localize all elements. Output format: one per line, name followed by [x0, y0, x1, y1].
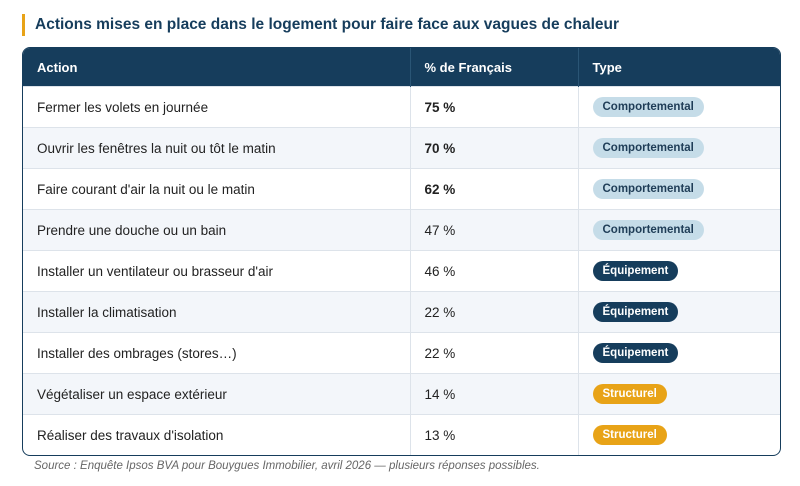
percent-cell: 70 %: [409, 127, 578, 169]
action-cell: Végétaliser un espace extérieur: [23, 373, 410, 415]
type-cell: Équipement: [577, 291, 780, 333]
percent-cell: 22 %: [409, 291, 578, 333]
type-badge: Comportemental: [592, 179, 704, 199]
title: Actions mises en place dans le logement …: [22, 14, 619, 36]
type-badge: Structurel: [592, 384, 667, 404]
type-cell: Comportemental: [577, 209, 780, 251]
action-cell: Fermer les volets en journée: [23, 86, 410, 128]
percent-cell: 13 %: [409, 414, 578, 455]
table-row: Installer des ombrages (stores…) 22 % Équi…: [23, 332, 780, 374]
action-cell: Installer un ventilateur ou brasseur d'a…: [23, 250, 410, 292]
type-badge: Comportemental: [592, 138, 704, 158]
action-cell: Installer des ombrages (stores…): [23, 332, 410, 374]
table-row: Réaliser des travaux d'isolation 13 % Stru…: [23, 414, 780, 455]
table: Action% de Français Type Fermer les volet…: [23, 48, 780, 455]
table-header: Action% de Français Type: [23, 48, 780, 87]
table-row: Fermer les volets en journée 75 % Comporte…: [23, 86, 780, 128]
column-header: Action: [23, 48, 410, 87]
table-row: Végétaliser un espace extérieur 14 % Struc…: [23, 373, 780, 415]
action-cell: Installer la climatisation: [23, 291, 410, 333]
percent-cell: 62 %: [409, 168, 578, 210]
type-cell: Comportemental: [577, 86, 780, 128]
type-badge: Équipement: [592, 302, 679, 322]
type-cell: Comportemental: [577, 168, 780, 210]
action-cell: Ouvrir les fenêtres la nuit ou tôt le ma…: [23, 127, 410, 169]
table-container: Action% de Français Type Fermer les volet…: [22, 47, 781, 456]
type-cell: Comportemental: [577, 127, 780, 169]
action-cell: Faire courant d'air la nuit ou le matin: [23, 168, 410, 210]
type-badge: Structurel: [592, 425, 667, 445]
type-cell: Équipement: [577, 250, 780, 292]
percent-cell: 22 %: [409, 332, 578, 374]
table-row: Prendre une douche ou un bain 47 % Comport…: [23, 209, 780, 251]
column-header: % de Français: [409, 48, 578, 87]
type-badge: Équipement: [592, 261, 679, 281]
header-row: Action% de Français Type: [23, 48, 780, 87]
table-row: Installer un ventilateur ou brasseur d'a…: [23, 250, 780, 292]
action-cell: Réaliser des travaux d'isolation: [23, 414, 410, 455]
type-cell: Équipement: [577, 332, 780, 374]
table-body: Fermer les volets en journée 75 % Comporte…: [23, 86, 780, 455]
source: Source : Enquête Ipsos BVA pour Bouygues…: [34, 460, 540, 472]
type-badge: Équipement: [592, 343, 679, 363]
type-cell: Structurel: [577, 373, 780, 415]
percent-cell: 75 %: [409, 86, 578, 128]
type-badge: Comportemental: [592, 97, 704, 117]
percent-cell: 47 %: [409, 209, 578, 251]
action-cell: Prendre une douche ou un bain: [23, 209, 410, 251]
table-row: Faire courant d'air la nuit ou le matin 6…: [23, 168, 780, 210]
percent-cell: 46 %: [409, 250, 578, 292]
column-header: Type: [577, 48, 780, 87]
type-badge: Comportemental: [592, 220, 704, 240]
table-row: Installer la climatisation 22 % Équipement: [23, 291, 780, 333]
type-cell: Structurel: [577, 414, 780, 455]
percent-cell: 14 %: [409, 373, 578, 415]
table-row: Ouvrir les fenêtres la nuit ou tôt le ma…: [23, 127, 780, 169]
